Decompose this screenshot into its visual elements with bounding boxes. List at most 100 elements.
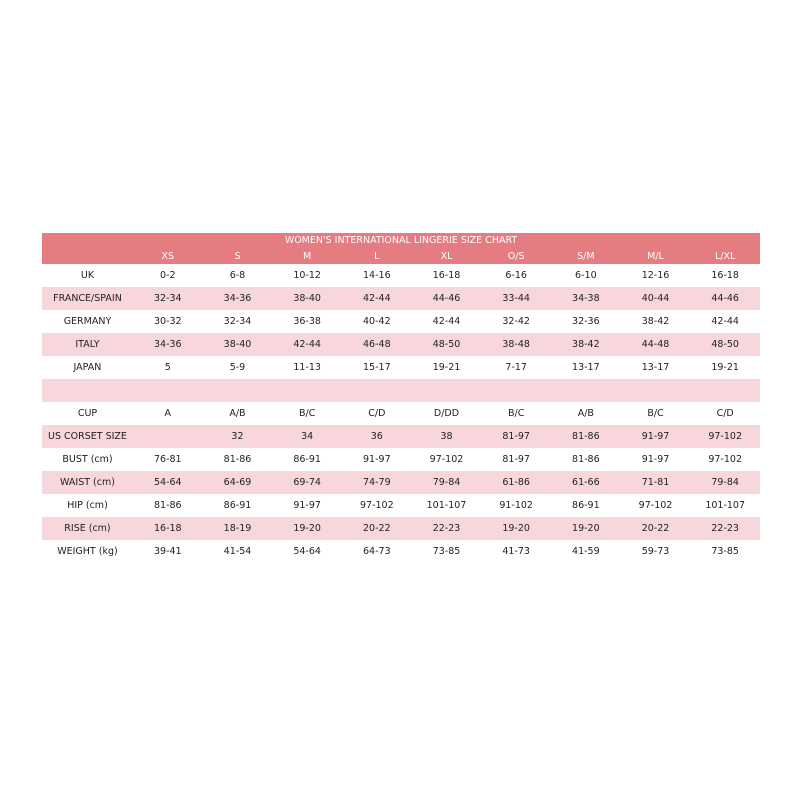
table-cell: 73-85	[432, 546, 461, 557]
table-cell: 40-44	[641, 293, 670, 304]
table-cell: 64-73	[363, 546, 391, 557]
table-row: JAPAN 5 5-9 11-13 15-17 19-21 7-17 13-17 13-17 19…	[42, 356, 760, 379]
table-cell: 34-36	[154, 339, 182, 350]
table-cell: 86-91	[293, 454, 321, 465]
table-cell: 42-44	[293, 339, 321, 350]
table-cell: 74-79	[363, 477, 391, 488]
table-cell: D/DD	[433, 408, 460, 419]
table-cell: C/D	[716, 408, 734, 419]
table-cell: 81-86	[154, 500, 182, 511]
table-cell: 71-81	[641, 477, 670, 488]
size-header: S/M	[577, 250, 595, 262]
table-cell: 97-102	[429, 454, 464, 465]
table-cell: 5-9	[229, 362, 246, 373]
table-cell: 36	[370, 431, 383, 442]
table-cell: 46-48	[363, 339, 391, 350]
table-cell: 13-17	[572, 362, 600, 373]
table-cell: 40-42	[363, 316, 391, 327]
row-label: WEIGHT (kg)	[57, 546, 118, 557]
table-cell: 38-40	[293, 293, 321, 304]
table-cell: 64-69	[223, 477, 252, 488]
table-cell: 36-38	[293, 316, 321, 327]
table-cell: 39-41	[154, 546, 182, 557]
row-label: FRANCE/SPAIN	[53, 293, 122, 304]
table-cell: 79-84	[432, 477, 461, 488]
table-cell: 32	[231, 431, 244, 442]
table-cell: 38	[440, 431, 453, 442]
table-cell: 16-18	[154, 523, 182, 534]
size-header: M	[303, 250, 312, 262]
table-cell: 76-81	[154, 454, 182, 465]
table-cell: 81-86	[572, 431, 600, 442]
size-header: XL	[440, 250, 453, 262]
table-row: BUST (cm) 76-81 81-86 86-91 91-97 97-102 81-97…	[42, 448, 760, 471]
row-label: GERMANY	[63, 316, 112, 327]
table-cell: 81-97	[502, 454, 530, 465]
table-cell: 97-102	[638, 500, 673, 511]
table-cell: 44-48	[641, 339, 670, 350]
table-cell: 91-97	[293, 500, 321, 511]
table-cell: 30-32	[154, 316, 182, 327]
table-cell: 86-91	[572, 500, 600, 511]
table-cell: 15-17	[363, 362, 391, 373]
table-row: WAIST (cm) 54-64 64-69 69-74 74-79 79-84 61-86…	[42, 471, 760, 494]
table-cell: 81-86	[223, 454, 252, 465]
size-chart-table: WOMEN'S INTERNATIONAL LINGERIE SIZE CHAR…	[42, 233, 760, 563]
table-header: WOMEN'S INTERNATIONAL LINGERIE SIZE CHAR…	[42, 233, 760, 264]
table-cell: 54-64	[293, 546, 321, 557]
row-label: JAPAN	[73, 362, 102, 373]
table-cell: 69-74	[293, 477, 321, 488]
table-cell: 13-17	[641, 362, 670, 373]
table-cell: 32-36	[572, 316, 600, 327]
table-cell: 34-38	[572, 293, 600, 304]
table-cell: 32-34	[223, 316, 252, 327]
table-cell: 6-16	[505, 270, 527, 281]
table-cell: 34	[301, 431, 314, 442]
chart-title: WOMEN'S INTERNATIONAL LINGERIE SIZE CHAR…	[284, 235, 518, 246]
table-cell: A	[164, 408, 172, 419]
table-cell: 20-22	[363, 523, 391, 534]
table-cell: 32-34	[154, 293, 182, 304]
size-header: XS	[161, 250, 175, 262]
row-label: ITALY	[75, 339, 100, 350]
table-cell: 91-102	[499, 500, 533, 511]
table-cell: 97-102	[359, 500, 394, 511]
table-cell: 61-66	[572, 477, 600, 488]
table-cell: 19-20	[502, 523, 530, 534]
table-cell: 91-97	[641, 454, 670, 465]
table-row: FRANCE/SPAIN 32-34 34-36 38-40 42-44 44-46 33-…	[42, 287, 760, 310]
table-cell: 19-20	[572, 523, 600, 534]
table-cell: 22-23	[711, 523, 739, 534]
table-row: RISE (cm) 16-18 18-19 19-20 20-22 22-23 19-20 1…	[42, 517, 760, 540]
table-cell: 48-50	[432, 339, 461, 350]
table-cell: 6-8	[229, 270, 246, 281]
table-cell: A/B	[229, 408, 246, 419]
table-cell: 41-73	[502, 546, 530, 557]
table-cell: 16-18	[432, 270, 461, 281]
table-cell: 48-50	[711, 339, 739, 350]
table-cell: 34-36	[223, 293, 252, 304]
size-header: S	[234, 250, 241, 262]
table-cell: 33-44	[502, 293, 530, 304]
table-cell: 19-21	[432, 362, 461, 373]
table-row: WEIGHT (kg) 39-41 41-54 54-64 64-73 73-85 41-7…	[42, 540, 760, 563]
table-cell: 38-40	[223, 339, 252, 350]
row-label: CUP	[77, 408, 98, 419]
table-cell: B/C	[298, 408, 316, 419]
table-cell: 32-42	[502, 316, 530, 327]
table-cell: 19-20	[293, 523, 321, 534]
row-label: BUST (cm)	[62, 454, 113, 465]
table-cell: 44-46	[432, 293, 461, 304]
table-cell: 5	[164, 362, 171, 373]
table-cell: 38-48	[502, 339, 530, 350]
table-cell: 54-64	[154, 477, 182, 488]
table-cell: 38-42	[572, 339, 600, 350]
table-cell: 18-19	[223, 523, 252, 534]
table-cell: 41-59	[572, 546, 600, 557]
table-row: ITALY 34-36 38-40 42-44 46-48 48-50 38-48 38-42…	[42, 333, 760, 356]
row-label: HIP (cm)	[67, 500, 108, 511]
table-cell: 81-86	[572, 454, 600, 465]
table-cell: 6-10	[575, 270, 597, 281]
size-header: L/XL	[715, 250, 736, 262]
table-cell: 44-46	[711, 293, 739, 304]
